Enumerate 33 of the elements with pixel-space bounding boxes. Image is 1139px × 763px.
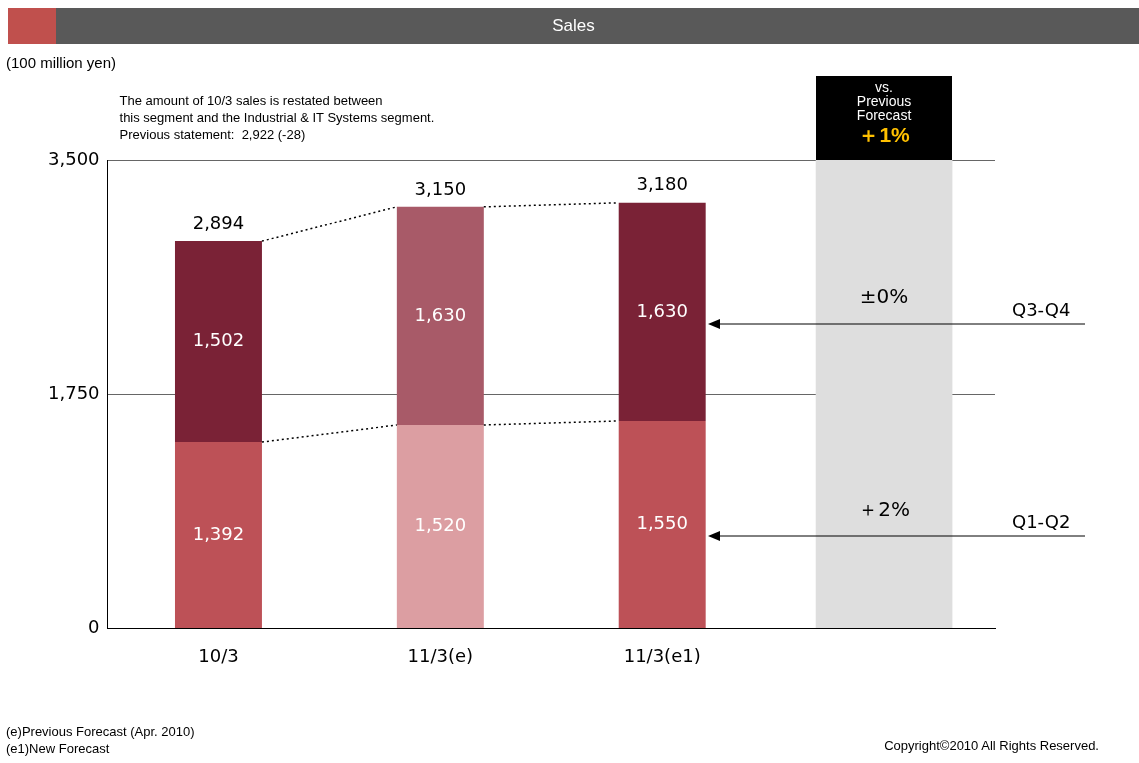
text: Q3-Q4	[1012, 298, 1071, 320]
bar	[174, 442, 262, 628]
text: ＋1%	[857, 122, 911, 148]
text: (e)Previous Forecast (Apr. 2010)	[6, 724, 195, 739]
total-label: 2,894	[192, 211, 245, 233]
chart-title: Sales	[552, 16, 595, 35]
text: Q1-Q2	[1012, 511, 1071, 533]
text: (100 million yen)	[6, 54, 117, 71]
annotation: ＋2%	[857, 496, 911, 524]
data-label: 1,392	[192, 522, 245, 544]
bar	[396, 206, 484, 425]
y-tick-label: 0	[88, 616, 100, 638]
total-label: 3,180	[636, 173, 688, 195]
data-label: 1,630	[636, 299, 688, 321]
data-label: 1,520	[414, 514, 467, 536]
x-tick-label: 11/3(e)	[407, 644, 474, 666]
y-tick-label: 1,750	[48, 381, 100, 403]
x-tick-label: 11/3(e1)	[623, 644, 701, 666]
x-tick-label: 10/3	[198, 644, 239, 666]
data-label: 1,502	[192, 329, 245, 351]
bar	[618, 420, 706, 628]
text: The amount of 10/3 sales is restated between this segment and the Industrial & IT Systems segment. Previous statement: 2,922 (-28)	[119, 93, 435, 142]
total-label: 3,150	[414, 177, 467, 199]
bar	[174, 241, 262, 443]
bar	[396, 424, 484, 628]
text: Copyright©2010 All Rights Reserved.	[884, 738, 1099, 753]
bar	[618, 202, 706, 421]
text: (e1)New Forecast	[6, 741, 110, 756]
y-tick-label: 3,500	[48, 147, 100, 169]
data-label: 1,550	[636, 512, 688, 534]
text: vs. Previous Forecast	[855, 79, 913, 123]
annotation: ±0%	[858, 283, 910, 308]
data-label: 1,630	[414, 303, 467, 325]
